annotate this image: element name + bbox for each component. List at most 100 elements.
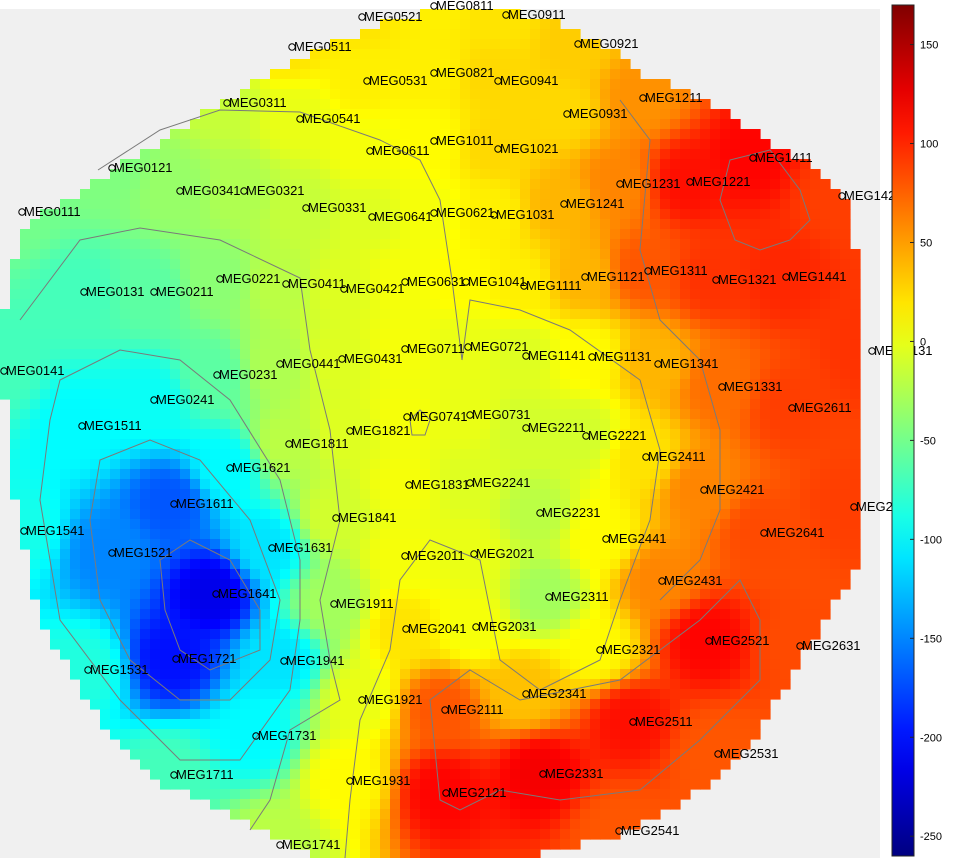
field-cell	[360, 539, 371, 550]
field-cell	[340, 229, 351, 240]
field-cell	[260, 549, 271, 560]
field-cell	[480, 119, 491, 130]
field-cell	[720, 329, 731, 340]
field-cell	[490, 29, 501, 40]
field-cell	[70, 199, 81, 210]
field-cell	[640, 609, 651, 620]
field-cell	[750, 229, 761, 240]
field-cell	[670, 139, 681, 150]
field-cell	[120, 619, 131, 630]
field-cell	[420, 199, 431, 210]
field-cell	[200, 609, 211, 620]
field-cell	[130, 599, 141, 610]
field-cell	[530, 299, 541, 310]
field-cell	[690, 199, 701, 210]
field-cell	[110, 499, 121, 510]
field-cell	[320, 549, 331, 560]
field-cell	[780, 329, 791, 340]
field-cell	[770, 349, 781, 360]
field-cell	[340, 349, 351, 360]
field-cell	[820, 489, 831, 500]
field-cell	[110, 259, 121, 270]
field-cell	[350, 629, 361, 640]
field-cell	[790, 269, 801, 280]
field-cell	[400, 579, 411, 590]
field-cell	[370, 579, 381, 590]
field-cell	[370, 139, 381, 150]
field-cell	[460, 219, 471, 230]
field-cell	[300, 179, 311, 190]
field-cell	[810, 569, 821, 580]
field-cell	[640, 549, 651, 560]
field-cell	[350, 59, 361, 70]
field-cell	[630, 429, 641, 440]
field-cell	[690, 269, 701, 280]
field-cell	[350, 459, 361, 470]
field-cell	[610, 289, 621, 300]
field-cell	[740, 549, 751, 560]
field-cell	[360, 419, 371, 430]
field-cell	[470, 519, 481, 530]
field-cell	[70, 449, 81, 460]
field-cell	[300, 439, 311, 450]
field-cell	[390, 429, 401, 440]
field-cell	[100, 369, 111, 380]
field-cell	[310, 69, 321, 80]
field-cell	[220, 669, 231, 680]
field-cell	[60, 239, 71, 250]
field-cell	[780, 649, 791, 660]
field-cell	[190, 509, 201, 520]
field-cell	[570, 519, 581, 530]
field-cell	[440, 689, 451, 700]
field-cell	[260, 469, 271, 480]
field-cell	[580, 259, 591, 270]
field-cell	[510, 129, 521, 140]
field-cell	[650, 639, 661, 650]
field-cell	[660, 479, 671, 490]
field-cell	[770, 569, 781, 580]
field-cell	[310, 149, 321, 160]
field-cell	[820, 579, 831, 590]
field-cell	[300, 159, 311, 170]
field-cell	[190, 219, 201, 230]
field-cell	[820, 199, 831, 210]
field-cell	[440, 299, 451, 310]
field-cell	[460, 189, 471, 200]
field-cell	[730, 649, 741, 660]
field-cell	[290, 689, 301, 700]
field-cell	[440, 409, 451, 420]
field-cell	[340, 439, 351, 450]
field-cell	[560, 109, 571, 120]
field-cell	[300, 69, 311, 80]
field-cell	[510, 559, 521, 570]
field-cell	[480, 619, 491, 630]
field-cell	[450, 389, 461, 400]
field-cell	[840, 299, 851, 310]
field-cell	[770, 509, 781, 520]
field-cell	[130, 169, 141, 180]
field-cell	[90, 189, 101, 200]
field-cell	[320, 499, 331, 510]
field-cell	[370, 299, 381, 310]
field-cell	[90, 289, 101, 300]
field-cell	[570, 489, 581, 500]
field-cell	[450, 499, 461, 510]
field-cell	[320, 659, 331, 670]
field-cell	[790, 259, 801, 270]
field-cell	[100, 589, 111, 600]
field-cell	[640, 209, 651, 220]
field-cell	[820, 519, 831, 530]
field-cell	[210, 269, 221, 280]
field-cell	[360, 79, 371, 90]
field-cell	[370, 379, 381, 390]
field-cell	[470, 159, 481, 170]
field-cell	[230, 209, 241, 220]
field-cell	[820, 559, 831, 570]
field-cell	[340, 569, 351, 580]
field-cell	[310, 639, 321, 650]
field-cell	[280, 459, 291, 470]
field-cell	[180, 559, 191, 570]
field-cell	[690, 399, 701, 410]
field-cell	[830, 369, 841, 380]
field-cell	[570, 549, 581, 560]
